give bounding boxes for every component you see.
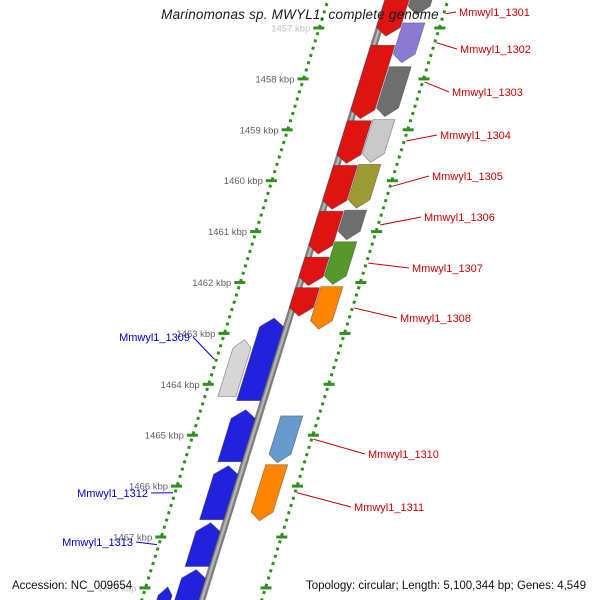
ruler-tick-label: 1468 kbp (97, 583, 136, 594)
gene-arrow[interactable] (289, 287, 321, 317)
ruler-tick-label: 1459 kbp (240, 125, 279, 136)
ruler-tick-label: 1464 kbp (161, 380, 200, 391)
gene-label-Mmwyl1_1305[interactable]: Mmwyl1_1305 (432, 171, 503, 183)
ruler-tick-label: 1466 kbp (129, 482, 168, 493)
ruler-layer (139, 0, 450, 600)
leader-line-Mmwyl1_1308 (354, 307, 398, 319)
gene-label-Mmwyl1_1310[interactable]: Mmwyl1_1310 (368, 449, 439, 461)
gene-label-Mmwyl1_1311[interactable]: Mmwyl1_1311 (354, 502, 424, 514)
gene-arrow-Mmwyl1_1313[interactable] (184, 522, 221, 567)
leader-line-Mmwyl1_1302 (436, 42, 458, 50)
gene-arrow[interactable] (308, 210, 344, 255)
leader-line-Mmwyl1_1307 (368, 262, 410, 269)
ruler-dotted-line-right (260, 0, 450, 600)
ruler-tick-label: 1462 kbp (192, 278, 231, 289)
leader-line-Mmwyl1_1304 (406, 134, 438, 142)
gene-arrow[interactable] (407, 0, 441, 16)
leader-line-Mmwyl1_1313 (135, 541, 157, 546)
gene-arrow-Mmwyl1_1301[interactable] (375, 0, 411, 37)
ruler-tick-label: 1458 kbp (255, 74, 294, 85)
gene-arrow[interactable] (152, 586, 173, 600)
gene-label-Mmwyl1_1303[interactable]: Mmwyl1_1303 (452, 87, 523, 99)
gene-arrow-Mmwyl1_1302[interactable] (392, 22, 426, 64)
gene-label-Mmwyl1_1309[interactable]: Mmwyl1_1309 (119, 332, 190, 344)
gene-arrow-Mmwyl1_1306[interactable] (337, 209, 368, 241)
gene-label-Mmwyl1_1301[interactable]: Mmwyl1_1301 (459, 7, 530, 19)
gene-label-Mmwyl1_1302[interactable]: Mmwyl1_1302 (460, 44, 531, 56)
gene-label-Mmwyl1_1308[interactable]: Mmwyl1_1308 (400, 313, 471, 325)
leader-line-Mmwyl1_1311 (296, 492, 352, 508)
gene-arrow-Mmwyl1_1304[interactable] (361, 119, 396, 163)
gene-arrow-Mmwyl1_1310[interactable] (268, 415, 304, 464)
gene-arrow[interactable] (322, 164, 359, 210)
gene-arrow-Mmwyl1_1309[interactable] (236, 317, 285, 402)
leader-line-Mmwyl1_1310 (313, 438, 366, 455)
gene-arrow-Mmwyl1_1311[interactable] (250, 464, 289, 522)
leader-layer (135, 11, 458, 546)
topology-text: Topology: circular; Length: 5,100,344 bp… (305, 580, 586, 592)
gene-label-Mmwyl1_1312[interactable]: Mmwyl1_1312 (77, 488, 148, 500)
ruler-tick-label: 1467 kbp (113, 533, 152, 544)
gene-label-Mmwyl1_1304[interactable]: Mmwyl1_1304 (440, 130, 511, 142)
accession-text: Accession: NC_009654 (12, 580, 133, 592)
gene-label-Mmwyl1_1306[interactable]: Mmwyl1_1306 (424, 212, 495, 224)
gene-arrow[interactable] (298, 256, 330, 287)
gene-arrow[interactable] (217, 338, 252, 397)
ruler-tick-label: 1457 kbp (271, 24, 310, 35)
label-layer: 1457 kbp 1458 kbp 1459 kbp 1460 kbp 1461 kbp… (62, 7, 531, 594)
ruler-dotted-line-left (140, 0, 330, 600)
leader-line-Mmwyl1_1301 (445, 11, 457, 15)
ruler-tick-label: 1460 kbp (224, 176, 263, 187)
gene-arrow-Mmwyl1_1307[interactable] (323, 241, 358, 286)
gene-arrow[interactable] (169, 569, 206, 600)
leader-line-Mmwyl1_1309 (192, 336, 215, 360)
gene-arrow[interactable] (336, 120, 373, 164)
gene-arrow-Mmwyl1_1303[interactable] (350, 44, 396, 120)
page-title: Marinomonas sp. MWYL1, complete genome (161, 7, 439, 22)
gene-label-Mmwyl1_1313[interactable]: Mmwyl1_1313 (62, 537, 133, 549)
gene-label-Mmwyl1_1307[interactable]: Mmwyl1_1307 (412, 263, 483, 275)
gene-arrow-Mmwyl1_1312[interactable] (199, 465, 239, 521)
ruler-tick-label: 1463 kbp (176, 329, 215, 340)
gene-layer (152, 0, 441, 600)
leader-line-Mmwyl1_1305 (392, 175, 430, 187)
ruler-tick-label: 1461 kbp (208, 227, 247, 238)
gene-arrow-Mmwyl1_1308[interactable] (309, 286, 344, 330)
leader-line-Mmwyl1_1306 (380, 216, 422, 226)
gene-arrow-Mmwyl1_1305[interactable] (347, 163, 382, 209)
ruler-tick-label: 1465 kbp (145, 431, 184, 442)
gene-arrow[interactable] (376, 66, 412, 118)
gene-arrow[interactable] (217, 409, 256, 463)
leader-line-Mmwyl1_1303 (424, 81, 450, 93)
